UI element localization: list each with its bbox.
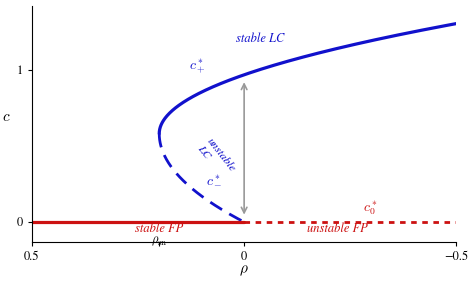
Text: $\rho_{\mathrm{sn}}$: $\rho_{\mathrm{sn}}$ bbox=[151, 235, 168, 248]
Text: unstable
LC: unstable LC bbox=[195, 136, 237, 180]
Y-axis label: $c$: $c$ bbox=[2, 110, 11, 124]
Text: $c_-^*$: $c_-^*$ bbox=[206, 174, 222, 187]
X-axis label: $\rho$: $\rho$ bbox=[239, 264, 249, 278]
Text: $c_+^*$: $c_+^*$ bbox=[189, 57, 206, 76]
Text: stable FP: stable FP bbox=[135, 222, 183, 235]
Text: unstable FP: unstable FP bbox=[307, 222, 368, 235]
Text: $c_0^*$: $c_0^*$ bbox=[363, 199, 378, 217]
Text: stable LC: stable LC bbox=[236, 33, 284, 45]
